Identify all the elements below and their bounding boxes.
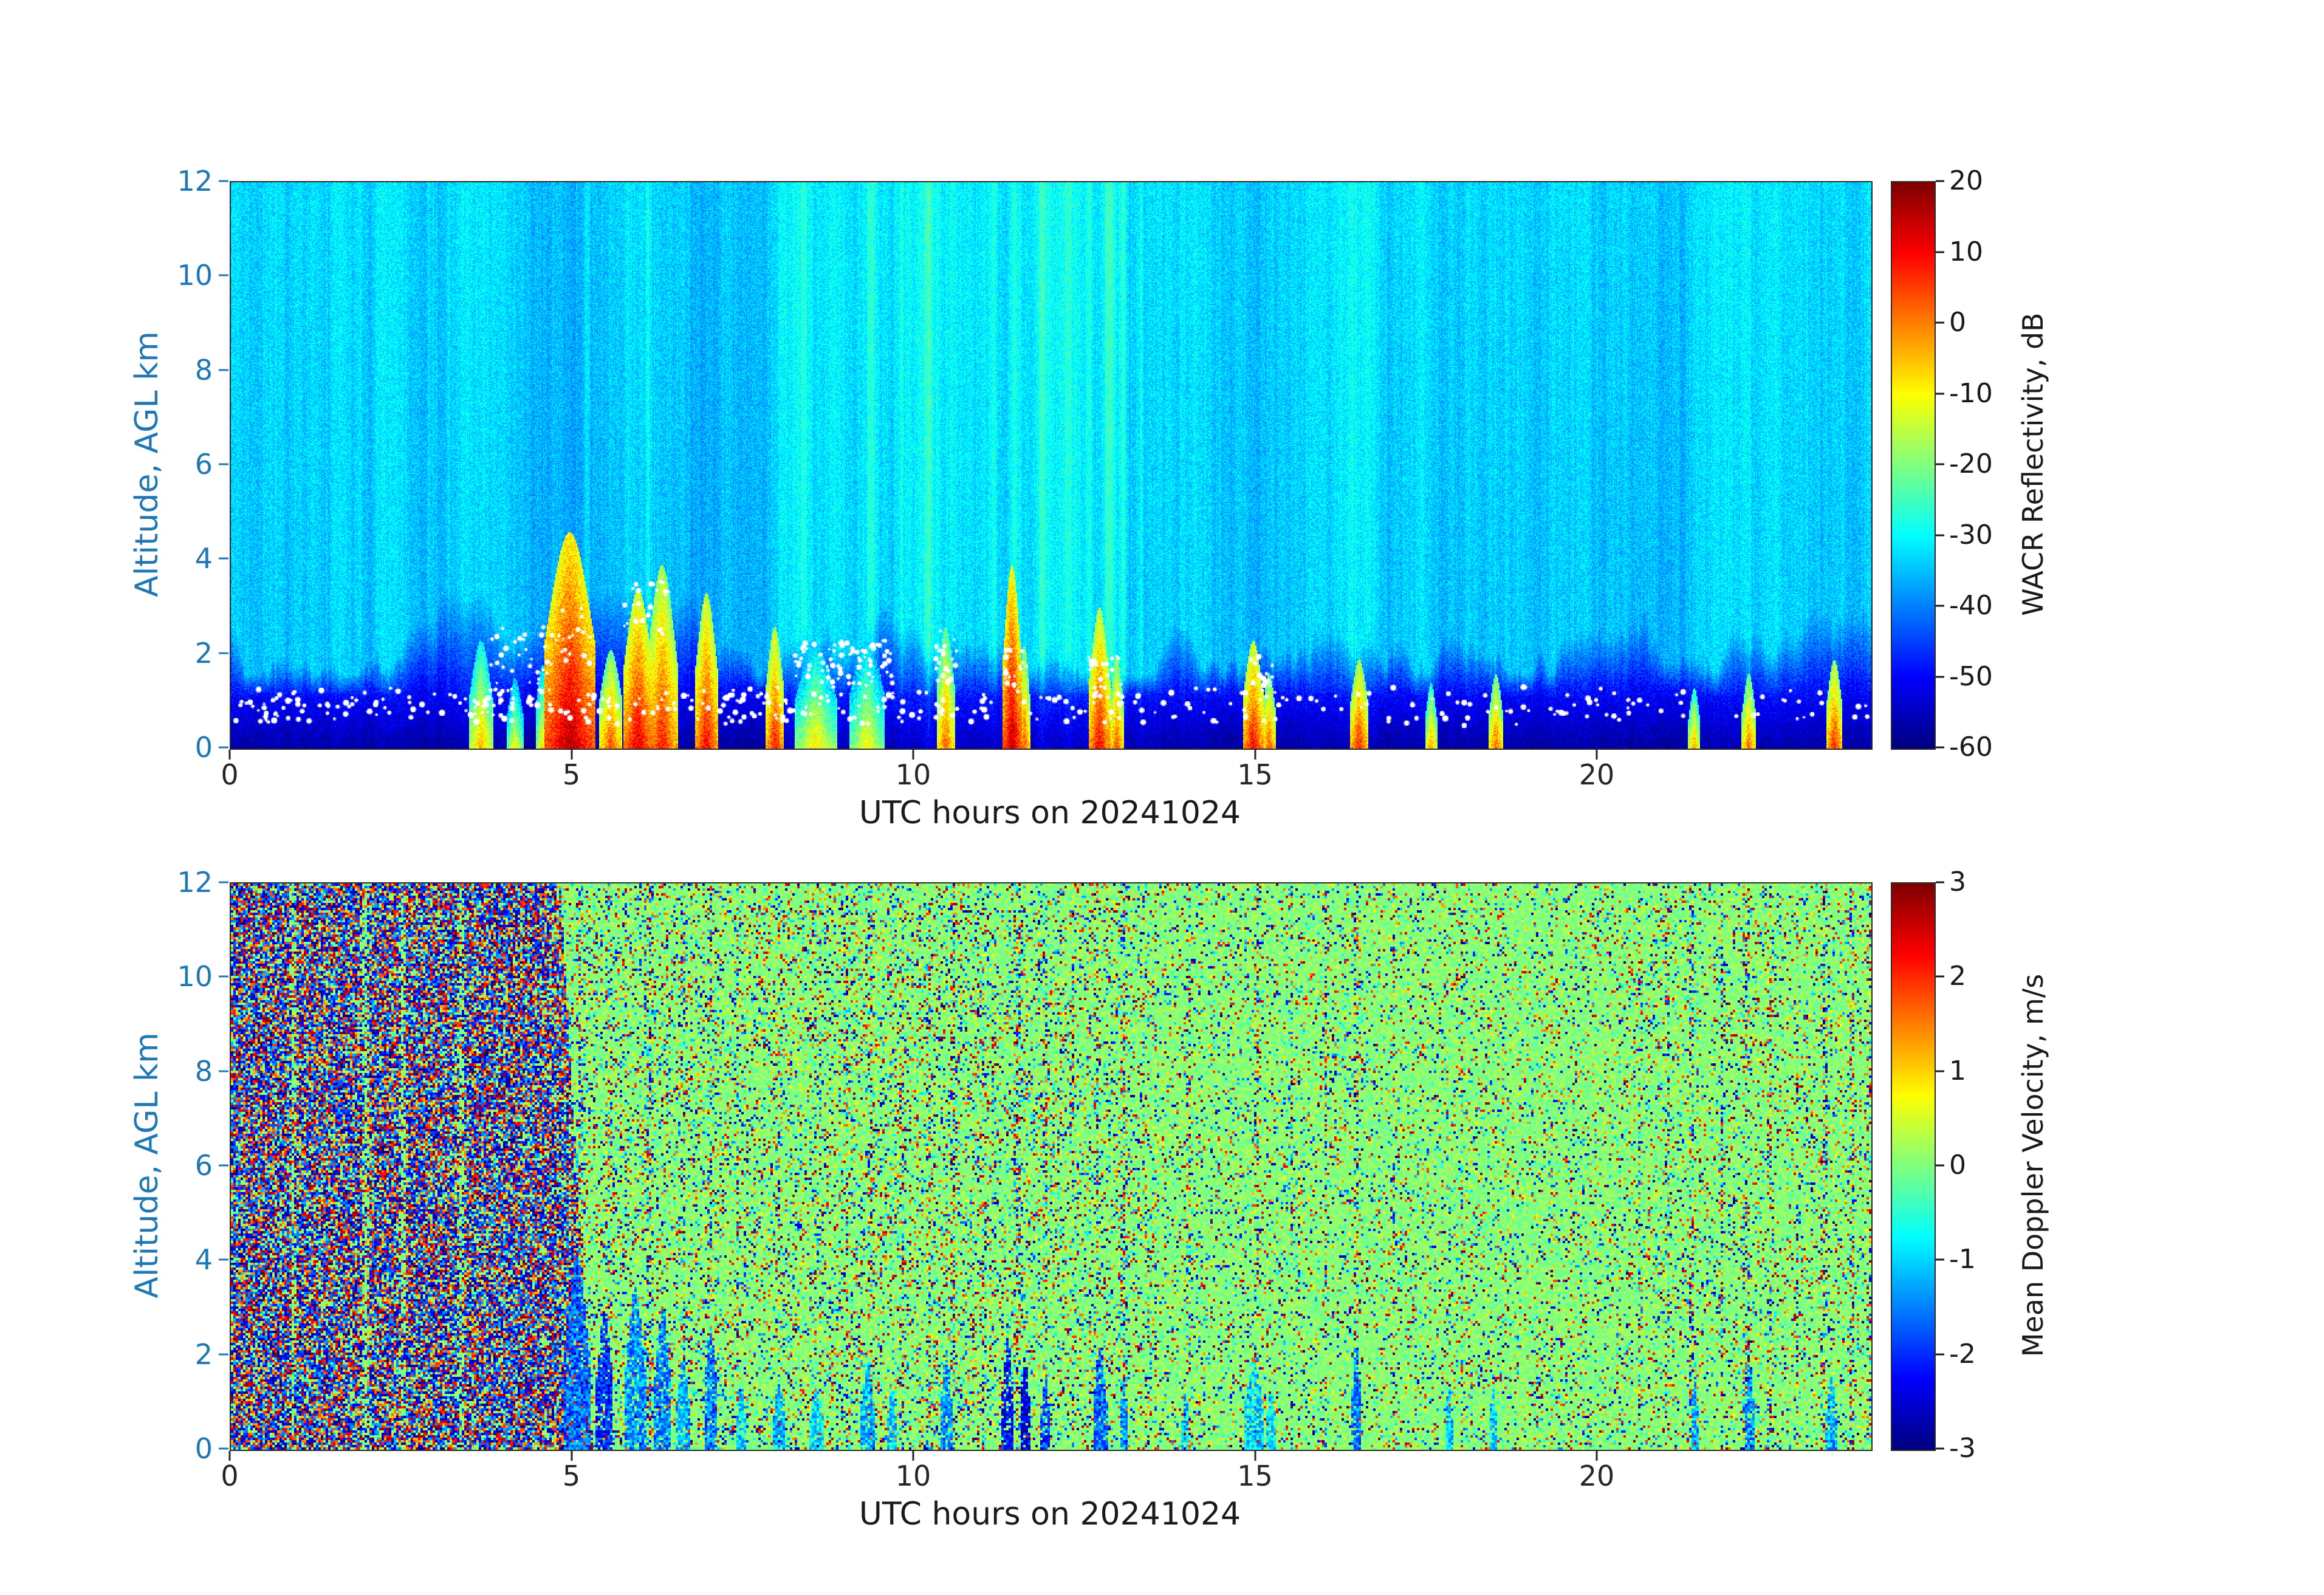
x-tick-label: 15: [1237, 1460, 1273, 1492]
colorbar-tick-label: 20: [1949, 165, 1983, 196]
reflectivity-heatmap: [231, 182, 1871, 749]
colorbar-tick-mark: [1936, 463, 1944, 465]
colorbar-tick-label: -1: [1949, 1244, 1976, 1275]
y-tick-mark: [219, 274, 228, 276]
y-tick-mark: [219, 180, 228, 182]
colorbar-tick-label: 0: [1949, 1150, 1966, 1181]
colorbar-tick-label: -10: [1949, 377, 1993, 409]
colorbar-tick-label: -50: [1949, 660, 1993, 692]
velocity-heatmap: [231, 883, 1871, 1450]
colorbar-tick-label: -30: [1949, 519, 1993, 551]
colorbar-tick-label: 10: [1949, 236, 1983, 267]
y-tick-label: 2: [194, 636, 213, 670]
x-tick-label: 0: [221, 1460, 239, 1492]
x-tick-mark: [1254, 750, 1256, 760]
x-tick-mark: [912, 750, 914, 760]
reflectivity-colorbar-label: WACR Reflectivity, dB: [2017, 312, 2049, 616]
colorbar-tick-mark: [1936, 321, 1944, 324]
x-tick-label: 5: [562, 1460, 581, 1492]
y-tick-mark: [219, 1164, 228, 1167]
colorbar-tick-mark: [1936, 1070, 1944, 1072]
x-tick-mark: [228, 1451, 231, 1461]
x-tick-label: 15: [1237, 758, 1273, 791]
colorbar-tick-label: -40: [1949, 590, 1993, 621]
y-tick-mark: [219, 746, 228, 749]
reflectivity-x-axis-label: UTC hours on 20241024: [859, 795, 1241, 831]
colorbar-tick-mark: [1936, 393, 1944, 394]
x-tick-label: 10: [895, 758, 931, 791]
y-tick-label: 0: [194, 1432, 213, 1465]
y-tick-mark: [219, 369, 228, 371]
colorbar-tick-mark: [1936, 534, 1944, 536]
colorbar-tick-label: 1: [1949, 1055, 1966, 1086]
y-tick-mark: [219, 975, 228, 978]
velocity-colorbar-gradient: [1892, 883, 1935, 1450]
colorbar-tick-mark: [1936, 251, 1944, 253]
colorbar-tick-mark: [1936, 881, 1944, 883]
colorbar-tick-label: 3: [1949, 866, 1966, 897]
reflectivity-panel: Altitude, AGL km UTC hours on 20241024 W…: [129, 165, 2049, 831]
y-tick-label: 12: [177, 165, 213, 197]
colorbar-tick-label: -60: [1949, 732, 1993, 763]
y-tick-mark: [219, 557, 228, 560]
y-tick-mark: [219, 881, 228, 883]
colorbar-tick-mark: [1936, 746, 1944, 749]
y-tick-label: 6: [194, 1149, 213, 1182]
colorbar-tick-mark: [1936, 1353, 1944, 1356]
y-tick-mark: [219, 463, 228, 465]
y-tick-label: 12: [177, 866, 213, 899]
reflectivity-plot-area: [230, 181, 1873, 750]
colorbar-tick-mark: [1936, 975, 1944, 978]
colorbar-tick-label: -20: [1949, 448, 1993, 479]
y-tick-mark: [219, 652, 228, 654]
colorbar-tick-mark: [1936, 1164, 1944, 1167]
x-tick-mark: [1254, 1451, 1256, 1461]
y-tick-mark: [219, 1070, 228, 1072]
x-tick-mark: [228, 750, 231, 760]
velocity-colorbar: [1891, 882, 1936, 1451]
colorbar-tick-mark: [1936, 1258, 1944, 1261]
y-tick-label: 4: [194, 1243, 213, 1277]
y-tick-label: 8: [194, 353, 213, 386]
x-tick-label: 5: [562, 758, 581, 791]
x-tick-label: 0: [221, 758, 239, 791]
colorbar-tick-mark: [1936, 180, 1944, 182]
colorbar-tick-label: -3: [1949, 1433, 1976, 1464]
colorbar-tick-mark: [1936, 1447, 1944, 1450]
y-tick-label: 4: [194, 542, 213, 575]
x-tick-mark: [1596, 1451, 1598, 1461]
y-tick-label: 2: [194, 1337, 213, 1371]
y-tick-label: 10: [177, 960, 213, 993]
x-tick-label: 20: [1578, 1460, 1615, 1492]
x-tick-label: 20: [1578, 758, 1615, 791]
colorbar-tick-mark: [1936, 676, 1944, 677]
x-tick-mark: [912, 1451, 914, 1461]
x-tick-mark: [571, 750, 572, 760]
y-tick-mark: [219, 1353, 228, 1356]
x-tick-label: 10: [895, 1460, 931, 1492]
y-tick-label: 0: [194, 731, 213, 764]
velocity-plot-area: [230, 882, 1873, 1451]
colorbar-tick-mark: [1936, 605, 1944, 607]
velocity-x-axis-label: UTC hours on 20241024: [859, 1496, 1241, 1532]
y-tick-label: 10: [177, 259, 213, 292]
velocity-panel: Altitude, AGL km UTC hours on 20241024 M…: [0, 701, 2324, 1552]
x-tick-mark: [571, 1451, 572, 1461]
x-tick-mark: [1596, 750, 1598, 760]
y-tick-mark: [219, 1447, 228, 1450]
y-tick-mark: [219, 1258, 228, 1261]
y-tick-label: 6: [194, 448, 213, 481]
reflectivity-colorbar-gradient: [1892, 182, 1935, 749]
y-tick-label: 8: [194, 1054, 213, 1088]
colorbar-tick-label: -2: [1949, 1338, 1976, 1370]
velocity-colorbar-label: Mean Doppler Velocity, m/s: [2017, 973, 2049, 1357]
colorbar-tick-label: 0: [1949, 307, 1966, 338]
reflectivity-colorbar: [1891, 181, 1936, 750]
colorbar-tick-label: 2: [1949, 961, 1966, 992]
